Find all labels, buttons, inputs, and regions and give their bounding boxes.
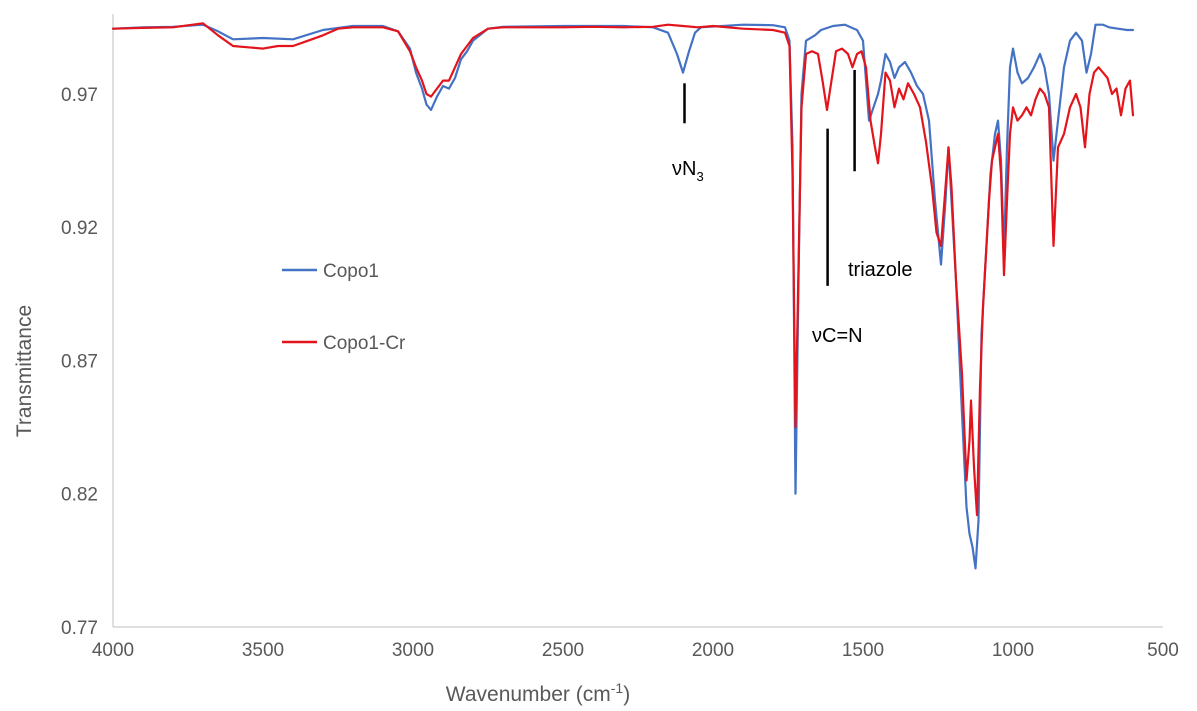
x-axis-title-main: Wavenumber (cm (446, 683, 611, 706)
annotation-layer: νN3 νC=N triazole (672, 69, 912, 347)
annotation-label-n3: νN3 (672, 158, 704, 184)
x-tick-label-2000: 2000 (692, 640, 734, 661)
x-tick-label-500: 500 (1147, 640, 1179, 661)
y-tick-labels: 0.77 0.82 0.87 0.92 0.97 (61, 85, 98, 639)
y-tick-label-0.82: 0.82 (61, 485, 98, 506)
x-tick-label-3500: 3500 (242, 640, 284, 661)
series-line-copo1-cr (111, 22, 1135, 517)
legend: Copo1 Copo1-Cr (282, 261, 406, 354)
annotation-label-n3-sub: 3 (696, 169, 703, 184)
y-tick-label-0.87: 0.87 (61, 351, 98, 372)
y-tick-label-0.77: 0.77 (61, 618, 98, 639)
x-axis-title: Wavenumber (cm-1) (446, 680, 630, 706)
annotation-label-n3-nu: ν (672, 158, 682, 180)
legend-label-copo1-cr: Copo1-Cr (323, 333, 406, 354)
series-line-copo1 (111, 23, 1135, 570)
annotation-label-n3-main: N (682, 158, 696, 180)
y-tick-label-0.92: 0.92 (61, 218, 98, 239)
series-layer (111, 22, 1135, 570)
x-tick-labels: 4000 3500 3000 2500 2000 1500 1000 500 (92, 640, 1179, 661)
x-tick-label-2500: 2500 (542, 640, 584, 661)
annotation-label-cn: νC=N (812, 325, 863, 347)
x-tick-label-1000: 1000 (992, 640, 1034, 661)
x-tick-label-3000: 3000 (392, 640, 434, 661)
x-axis-title-tail: ) (623, 683, 630, 706)
axes (112, 14, 1163, 628)
x-axis-title-sup: -1 (611, 680, 624, 696)
y-tick-label-0.97: 0.97 (61, 85, 98, 106)
annotation-label-triazole: triazole (848, 259, 912, 281)
legend-label-copo1: Copo1 (323, 261, 379, 282)
x-tick-label-4000: 4000 (92, 640, 134, 661)
y-axis-title: Transmittance (13, 305, 36, 437)
x-tick-label-1500: 1500 (842, 640, 884, 661)
